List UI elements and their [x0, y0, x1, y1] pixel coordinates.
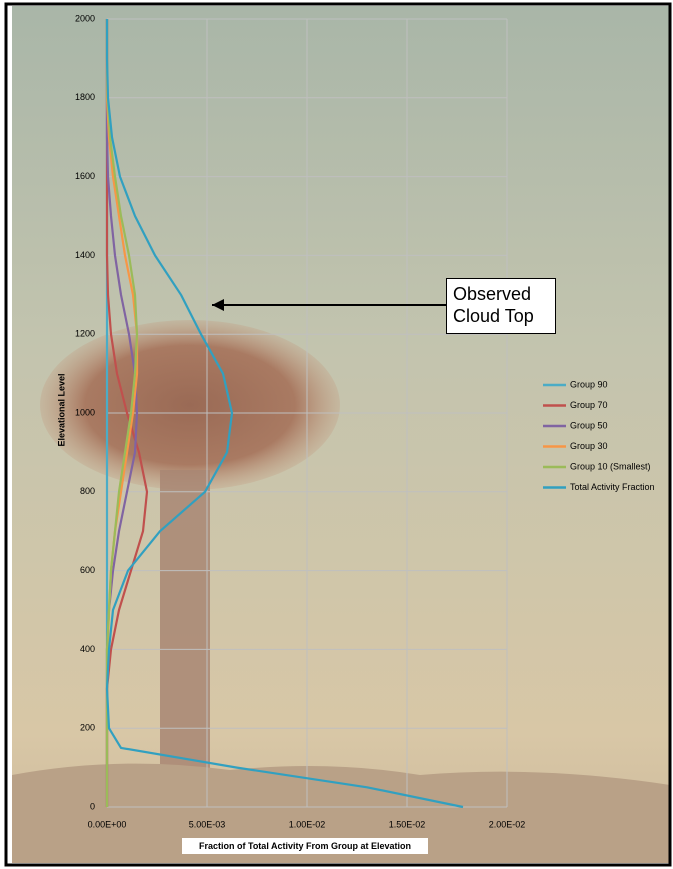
- legend-label: Group 10 (Smallest): [570, 461, 651, 471]
- series-line: [105, 19, 464, 809]
- x-axis-title: Fraction of Total Activity From Group at…: [182, 838, 428, 854]
- legend-label: Total Activity Fraction: [570, 482, 655, 492]
- y-tick-label: 1200: [75, 329, 95, 339]
- annotation-arrowhead: [212, 299, 224, 311]
- x-tick-label: 2.00E-02: [489, 819, 526, 829]
- y-tick-label: 1000: [75, 407, 95, 417]
- y-tick-label: 1600: [75, 171, 95, 181]
- legend-label: Group 90: [570, 379, 608, 389]
- y-tick-label: 400: [80, 644, 95, 654]
- y-tick-label: 600: [80, 565, 95, 575]
- y-tick-label: 1400: [75, 250, 95, 260]
- legend-label: Group 50: [570, 420, 608, 430]
- x-tick-label: 1.50E-02: [389, 819, 426, 829]
- photo-stem: [160, 470, 210, 800]
- x-tick-label: 5.00E-03: [189, 819, 226, 829]
- x-tick-label: 0.00E+00: [88, 819, 127, 829]
- legend-label: Group 70: [570, 400, 608, 410]
- legend-label: Group 30: [570, 441, 608, 451]
- y-tick-label: 200: [80, 723, 95, 733]
- photo-ground: [12, 763, 670, 863]
- y-tick-label: 1800: [75, 92, 95, 102]
- y-tick-label: 0: [90, 801, 95, 811]
- y-tick-label: 2000: [75, 13, 95, 23]
- frame: [4, 2, 672, 867]
- series-line: [105, 19, 139, 807]
- y-axis-title: Elevational Level: [56, 373, 66, 446]
- photo-cloud: [40, 320, 340, 490]
- x-tick-label: 1.00E-02: [289, 819, 326, 829]
- y-tick-label: 800: [80, 486, 95, 496]
- annotation: Observed Cloud Top: [446, 278, 556, 334]
